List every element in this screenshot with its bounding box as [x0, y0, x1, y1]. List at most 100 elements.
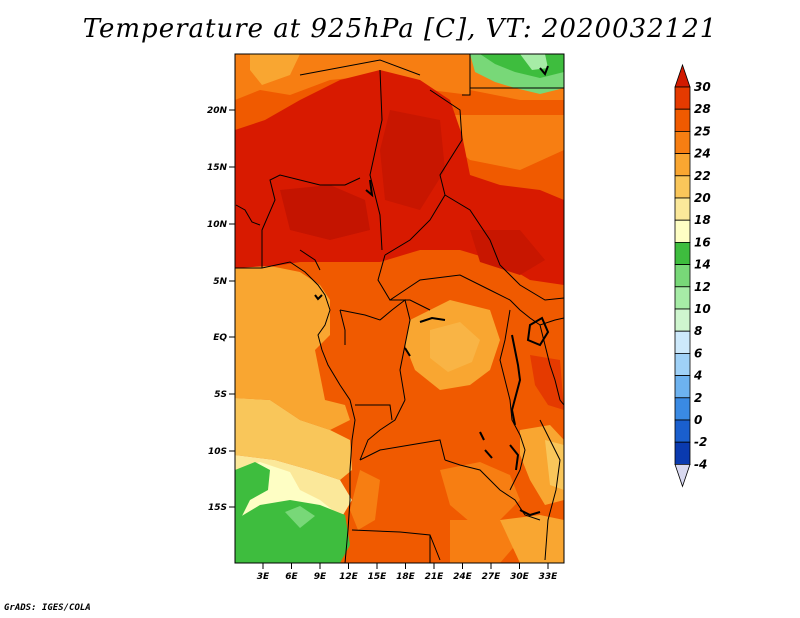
northeast-pale-green: [520, 54, 548, 70]
north-amber-patch: [250, 54, 300, 85]
atlantic-yellow: [235, 398, 352, 480]
lake-bangweulu: [484, 449, 493, 459]
colorbar-label: 2: [694, 391, 702, 405]
border-chad-sudan: [384, 89, 463, 256]
colorbar-segment: [674, 108, 691, 132]
colorbar-segment: [674, 153, 691, 177]
border-car: [377, 254, 511, 301]
nile-delta: [539, 65, 549, 76]
border-drc-north: [390, 299, 431, 311]
border-niger-chad: [369, 69, 383, 251]
x-tick-label: 18E: [396, 572, 416, 582]
border-sudan-south: [444, 194, 564, 301]
border-kenya-tanzania: [539, 324, 564, 406]
colorbar-label: 24: [694, 147, 711, 161]
lake-kariba: [519, 509, 541, 517]
x-tick-label: 21E: [425, 572, 445, 582]
core-chad: [380, 110, 445, 210]
colorbar-segment: [674, 86, 691, 110]
colorbar-label: -2: [694, 435, 707, 449]
east-yellow: [545, 440, 564, 490]
core-sudan: [470, 230, 545, 275]
colorbar-segment: [674, 175, 691, 199]
lake-mweru: [479, 431, 485, 441]
x-tick-label: 15E: [368, 572, 388, 582]
x-tick-label: 33E: [539, 572, 559, 582]
border-drc-angola-north: [359, 399, 406, 461]
angola-light-orange: [350, 470, 380, 530]
y-tick-label: 5N: [213, 277, 227, 287]
x-tick-label: 30E: [510, 572, 530, 582]
colorbar-label: 6: [694, 346, 702, 360]
zambia-light-orange: [440, 462, 520, 522]
congo-amber-core: [430, 322, 480, 372]
border-angola-drc: [359, 439, 446, 461]
colorbar-label: 14: [694, 258, 711, 272]
x-axis: 3E 6E 9E 12E 15E 18E 21E 24E 27E 30E 33E: [257, 563, 558, 582]
borders: [235, 54, 564, 563]
y-axis: 20N 15N 10N 5N EQ 5S 10S 15S: [207, 106, 235, 513]
y-tick-label: 15S: [208, 503, 227, 513]
x-tick-label: 27E: [482, 572, 502, 582]
colorbar-segment: [674, 130, 691, 154]
colorbar-label: 28: [694, 102, 711, 116]
lake-chad-icon: [365, 179, 374, 198]
border-nigeria: [299, 249, 321, 271]
lakes: [314, 65, 550, 517]
colorbar-segment: [674, 219, 691, 243]
border-cabinda: [355, 404, 393, 421]
southwest-light-green: [285, 506, 315, 528]
x-tick-label: 12E: [339, 572, 359, 582]
border-west-coast: [235, 204, 261, 226]
colorbar-segment: [674, 397, 691, 421]
atlantic-coastline: [235, 261, 356, 563]
core-niger: [280, 185, 370, 240]
credit-text: GrADS: IGES/COLA: [4, 603, 91, 613]
map-frame: [234, 53, 565, 564]
river-mark-2: [404, 347, 411, 357]
y-tick-label: 10N: [207, 220, 228, 230]
colorbar-segment: [674, 308, 691, 332]
temperature-field: [235, 54, 564, 563]
sudan-light-orange: [440, 115, 564, 170]
colorbar-label: 0: [694, 413, 702, 427]
colorbar-label: 25: [694, 124, 711, 138]
border-mozambique: [539, 419, 561, 561]
y-tick-label: 20N: [207, 106, 228, 116]
colorbar-bottom-triangle: [674, 464, 691, 488]
colorbar-label: 16: [694, 235, 711, 249]
colorbar-label: 12: [694, 280, 711, 294]
southwest-green-2: [235, 500, 350, 563]
y-tick-label: 15N: [207, 163, 228, 173]
x-tick-label: 24E: [453, 572, 473, 582]
east-red-orange: [530, 355, 564, 410]
y-tick-label: EQ: [213, 333, 227, 343]
southwest-green-1: [235, 462, 270, 525]
colorbar-label: 20: [694, 191, 711, 205]
colorbar-label: -4: [694, 457, 707, 471]
y-tick-label: 5S: [214, 390, 227, 400]
chart-title: Temperature at 925hPa [C], VT: 202003212…: [82, 14, 718, 44]
colorbar-segment: [674, 330, 691, 354]
colorbar-segment: [674, 419, 691, 443]
colorbar-segment: [674, 352, 691, 376]
colorbar-segment: [674, 375, 691, 399]
colorbar-label: 8: [694, 324, 702, 338]
lake-tanganyika: [510, 334, 522, 426]
island: [314, 294, 323, 301]
southeast-amber: [500, 515, 564, 563]
x-tick-label: 9E: [314, 572, 327, 582]
colorbar-label: 18: [694, 213, 711, 227]
lake-malawi: [509, 444, 520, 471]
colorbar-segment: [674, 264, 691, 288]
border-libya-egypt: [462, 54, 471, 96]
border-algeria: [299, 59, 421, 76]
border-zambia: [444, 459, 541, 521]
colorbar-label: 30: [694, 80, 711, 94]
x-tick-label: 3E: [257, 572, 270, 582]
x-tick-label: 6E: [285, 572, 298, 582]
colorbar-segment: [674, 197, 691, 221]
river-mark-1: [419, 316, 446, 323]
colorbar-label: 4: [693, 369, 702, 383]
colorbar-label: 22: [694, 169, 711, 183]
